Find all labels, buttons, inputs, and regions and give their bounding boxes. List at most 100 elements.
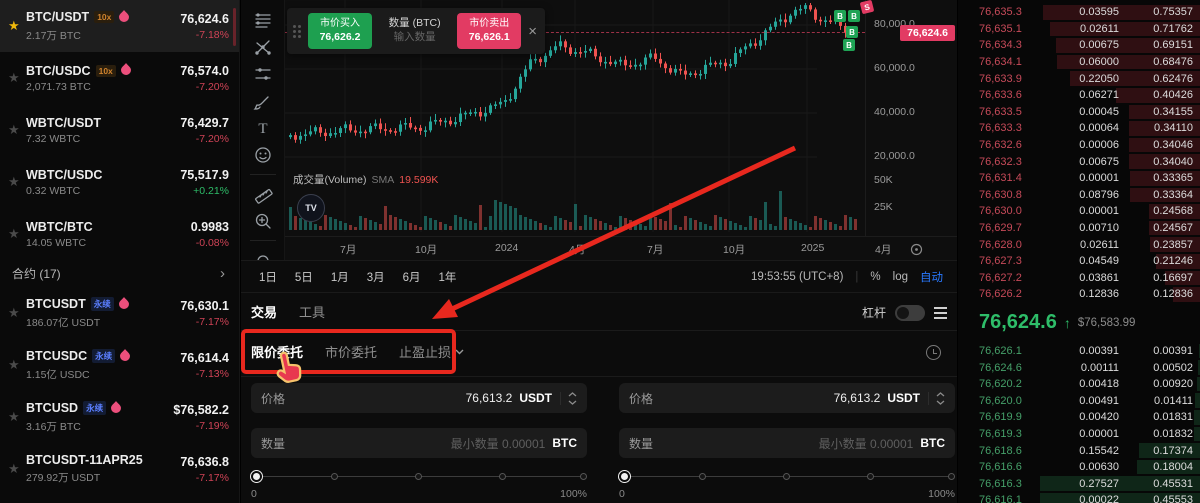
star-icon[interactable]: ★ <box>8 174 20 189</box>
pair-row[interactable]: ★ BTC/USDT 10x 2.17万 BTC 76,624.6 -7.18% <box>0 0 239 52</box>
slider-dot[interactable] <box>948 473 955 480</box>
fib-lines-icon[interactable] <box>250 64 276 84</box>
timeframe-button[interactable]: 6月 <box>402 271 421 284</box>
contracts-header[interactable]: 合约 (17) › <box>0 260 239 287</box>
orderbook-row[interactable]: 76,633.9 0.22050 0.62476 <box>958 70 1200 87</box>
orderbook-row[interactable]: 76,627.2 0.03861 0.16697 <box>958 270 1200 287</box>
leverage-toggle[interactable] <box>895 304 925 321</box>
percent-scale-button[interactable]: % <box>870 270 881 283</box>
step-up-icon[interactable] <box>568 391 577 397</box>
orderbook-row[interactable]: 76,633.3 0.00064 0.34110 <box>958 120 1200 137</box>
time-axis-label[interactable]: 10月 <box>415 244 438 256</box>
time-axis-label[interactable]: 7月 <box>647 244 664 256</box>
time-axis-label[interactable]: 7月 <box>340 244 357 256</box>
orderbook-row[interactable]: 76,629.7 0.00710 0.24567 <box>958 220 1200 237</box>
trend-lines-icon[interactable] <box>250 10 276 30</box>
orderbook-row[interactable]: 76,627.3 0.04549 0.21246 <box>958 253 1200 270</box>
volume-indicator-label[interactable]: 成交量(Volume) SMA 19.599K <box>293 174 439 186</box>
step-down-icon[interactable] <box>936 400 945 405</box>
timeframe-button[interactable]: 1月 <box>330 271 349 284</box>
slider-dot[interactable] <box>415 473 422 480</box>
brush-icon[interactable] <box>250 91 276 111</box>
timeframe-button[interactable]: 1日 <box>259 271 277 284</box>
star-icon[interactable]: ★ <box>8 305 20 320</box>
price-axis[interactable]: 80,000.0 60,000.0 40,000.0 20,000.0 50K 25K <box>865 0 957 236</box>
price-field[interactable]: 价格 76,613.2 USDT <box>619 383 955 413</box>
slider-dot[interactable] <box>331 473 338 480</box>
orderbook-row[interactable]: 76,631.4 0.00001 0.33365 <box>958 170 1200 187</box>
orderbook-row[interactable]: 76,633.5 0.00045 0.34155 <box>958 104 1200 121</box>
orderbook-row[interactable]: 76,620.2 0.00418 0.00920 <box>958 376 1200 393</box>
orderbook-row[interactable]: 76,616.1 0.00022 0.45553 <box>958 492 1200 503</box>
log-scale-button[interactable]: log <box>892 270 908 283</box>
axis-settings-icon[interactable] <box>910 243 923 256</box>
slider-dot[interactable] <box>699 473 706 480</box>
amount-field[interactable]: 数量 最小数量 0.00001 BTC <box>251 428 587 458</box>
auto-scale-button[interactable]: 自动 <box>920 271 943 284</box>
orderbook-row[interactable]: 76,632.6 0.00006 0.34046 <box>958 137 1200 154</box>
orderbook-row[interactable]: 76,619.3 0.00001 0.01832 <box>958 426 1200 443</box>
star-icon[interactable]: ★ <box>8 70 20 85</box>
orderbook-row[interactable]: 76,626.2 0.12836 0.12836 <box>958 286 1200 303</box>
price-stepper[interactable] <box>560 391 577 405</box>
price-stepper[interactable] <box>928 391 945 405</box>
step-down-icon[interactable] <box>568 400 577 405</box>
slider-dot[interactable] <box>580 473 587 480</box>
orderbook-row[interactable]: 76,618.6 0.15542 0.17374 <box>958 442 1200 459</box>
step-up-icon[interactable] <box>936 391 945 397</box>
orderbook-row[interactable]: 76,634.1 0.06000 0.68476 <box>958 54 1200 71</box>
orderbook-row[interactable]: 76,620.0 0.00491 0.01411 <box>958 392 1200 409</box>
star-icon[interactable]: ★ <box>8 226 20 241</box>
orderbook-row[interactable]: 76,626.1 0.00391 0.00391 <box>958 343 1200 360</box>
slider-knob[interactable] <box>251 471 262 482</box>
scrollbar-thumb[interactable] <box>233 8 236 46</box>
tradingview-logo[interactable]: TV <box>297 194 325 222</box>
price-field[interactable]: 价格 76,613.2 USDT <box>251 383 587 413</box>
orderbook-row[interactable]: 76,630.8 0.08796 0.33364 <box>958 187 1200 204</box>
pair-row[interactable]: ★ BTCUSD 永续 3.16万 BTC $76,582.2 -7.19% <box>0 391 239 443</box>
timeframe-button[interactable]: 5日 <box>294 271 313 284</box>
amount-slider[interactable] <box>619 471 955 483</box>
orderbook-row[interactable]: 76,616.6 0.00630 0.18004 <box>958 459 1200 476</box>
orderbook-row[interactable]: 76,633.6 0.06271 0.40426 <box>958 87 1200 104</box>
emoji-icon[interactable] <box>250 145 276 165</box>
pair-row[interactable]: ★ WBTC/BTC 14.05 WBTC 0.9983 -0.08% <box>0 208 239 260</box>
market-buy-button[interactable]: 市价买入 76,626.2 <box>308 13 372 49</box>
slider-knob[interactable] <box>619 471 630 482</box>
tab-tools[interactable]: 工具 <box>299 305 326 320</box>
amount-slider[interactable] <box>251 471 587 483</box>
orderbook-row[interactable]: 76,634.3 0.00675 0.69151 <box>958 37 1200 54</box>
time-axis-label[interactable]: 4月 <box>569 244 586 256</box>
pair-row[interactable]: ★ WBTC/USDC 0.32 WBTC 75,517.9 +0.21% <box>0 156 239 208</box>
pair-row[interactable]: ★ BTCUSDT-11APR25 279.92万 USDT 76,636.8 -7.1… <box>0 443 239 495</box>
orderbook-row[interactable]: 76,635.3 0.03595 0.75357 <box>958 4 1200 21</box>
pitchfork-icon[interactable] <box>250 37 276 57</box>
timeframe-button[interactable]: 1年 <box>438 271 457 284</box>
text-tool-icon[interactable]: T <box>250 118 276 138</box>
ruler-icon[interactable] <box>250 184 276 204</box>
pair-row[interactable]: ★ BTC/USDC 10x 2,071.73 BTC 76,574.0 -7.20% <box>0 52 239 104</box>
star-icon[interactable]: ★ <box>8 18 20 33</box>
time-axis-label[interactable]: 2024 <box>495 242 519 254</box>
quantity-input[interactable]: 数量 (BTC) 输入数量 <box>388 17 441 43</box>
price-chart[interactable]: 80,000.0 60,000.0 40,000.0 20,000.0 50K 25K 7… <box>285 0 957 260</box>
orderbook-row[interactable]: 76,635.1 0.02611 0.71762 <box>958 21 1200 38</box>
orderbook-row[interactable]: 76,624.6 0.00111 0.00502 <box>958 359 1200 376</box>
slider-dot[interactable] <box>867 473 874 480</box>
order-type-tab[interactable]: 市价委托 <box>325 345 378 360</box>
close-icon[interactable]: × <box>528 22 537 40</box>
drag-handle-icon[interactable] <box>293 24 301 38</box>
orderbook-row[interactable]: 76,630.0 0.00001 0.24568 <box>958 203 1200 220</box>
orderbook-row[interactable]: 76,616.3 0.27527 0.45531 <box>958 475 1200 492</box>
time-axis[interactable]: 7月 10月 2024 4月 7月 10月 2025 4月 <box>285 236 957 260</box>
pair-row[interactable]: ★ WBTC/USDT 7.32 WBTC 76,429.7 -7.20% <box>0 104 239 156</box>
orderbook-row[interactable]: 76,619.9 0.00420 0.01831 <box>958 409 1200 426</box>
orderbook-row[interactable]: 76,628.0 0.02611 0.23857 <box>958 236 1200 253</box>
orderbook-row[interactable]: 76,632.3 0.00675 0.34040 <box>958 153 1200 170</box>
market-sell-button[interactable]: 市价卖出 76,626.1 <box>457 13 522 49</box>
slider-dot[interactable] <box>499 473 506 480</box>
tab-trade[interactable]: 交易 <box>251 302 278 331</box>
pair-row[interactable]: ★BTCUSDT-18APR2576,632.0 <box>0 495 239 503</box>
time-axis-label[interactable]: 4月 <box>875 244 892 256</box>
slider-dot[interactable] <box>783 473 790 480</box>
